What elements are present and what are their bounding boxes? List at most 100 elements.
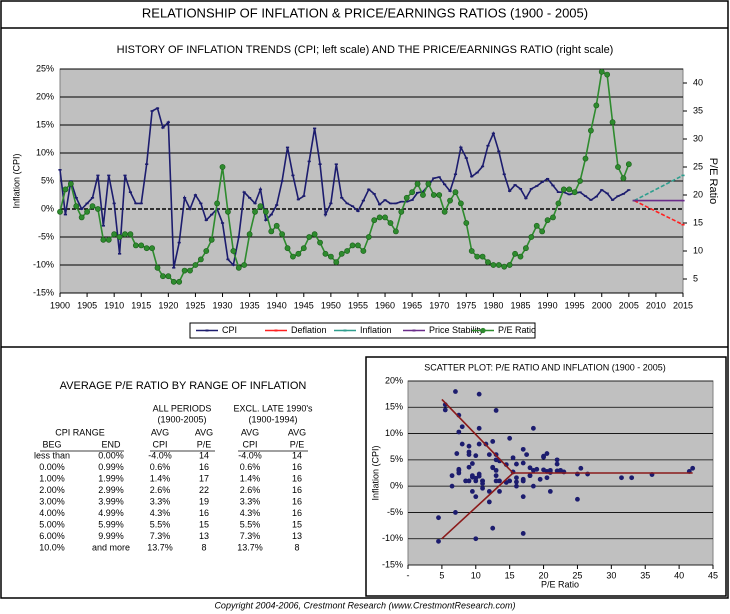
point	[105, 236, 112, 243]
point	[318, 163, 322, 165]
scatter-point	[490, 464, 496, 470]
point	[403, 194, 410, 201]
point	[210, 213, 214, 216]
scatter-point	[466, 449, 472, 455]
point	[253, 202, 257, 205]
point	[323, 213, 328, 216]
point	[139, 202, 143, 205]
point	[457, 200, 464, 207]
x-tick-label: 1900	[50, 300, 70, 310]
point	[594, 195, 598, 198]
y-tick-label: -5%	[387, 507, 403, 517]
scatter-point	[541, 453, 546, 459]
x-tick-label: 30	[606, 570, 616, 580]
point	[681, 174, 685, 177]
point	[474, 253, 481, 260]
point	[556, 191, 560, 193]
y-tick-label: -15%	[382, 559, 403, 569]
table-cell: 16	[199, 508, 209, 518]
column-header: CPI	[152, 439, 167, 449]
table-cell: 5.99%	[98, 519, 124, 529]
point	[382, 214, 388, 221]
point	[349, 242, 356, 249]
point	[242, 191, 246, 193]
point	[447, 197, 453, 204]
point	[409, 189, 416, 196]
point	[360, 248, 367, 254]
point	[539, 228, 546, 235]
point	[127, 231, 134, 238]
point	[220, 222, 225, 224]
scatter-point	[493, 467, 499, 473]
point	[490, 262, 497, 268]
point	[187, 267, 193, 274]
table-cell: 0.00%	[39, 462, 65, 472]
point	[128, 191, 133, 193]
scatter-point	[575, 496, 580, 502]
point	[567, 193, 571, 196]
point	[258, 188, 263, 191]
point	[491, 132, 495, 135]
table-cell: 14	[199, 450, 209, 460]
y2-axis-label: P/E Ratio	[707, 158, 719, 204]
point	[355, 242, 361, 249]
column-header: AVG	[151, 427, 169, 437]
point	[681, 223, 685, 226]
point	[307, 160, 311, 163]
y-tick-label: 15%	[385, 402, 403, 412]
point	[176, 278, 183, 285]
point	[485, 259, 491, 266]
point	[367, 188, 371, 191]
x-tick-label: 1985	[510, 300, 530, 310]
point	[501, 263, 508, 270]
table-cell: 8	[294, 542, 299, 552]
table-cell: 5.5%	[240, 519, 261, 529]
table-cell: 1.00%	[39, 473, 65, 483]
scatter-point	[547, 489, 553, 494]
table-cell: 1.4%	[150, 473, 171, 483]
point	[577, 178, 583, 184]
column-header: AVG	[288, 427, 306, 437]
x-tick-label: 1940	[267, 300, 287, 310]
scatter-point	[510, 455, 516, 461]
x-tick-label: 1970	[429, 300, 449, 310]
y-tick-label: 5%	[390, 454, 403, 464]
point	[262, 208, 269, 215]
column-header: P/E	[290, 439, 305, 449]
point	[116, 234, 123, 240]
scatter-point	[514, 479, 519, 485]
x-tick-label: 45	[708, 570, 718, 580]
scatter-point	[544, 475, 550, 481]
point	[420, 192, 426, 198]
scatter-point	[490, 525, 496, 531]
x-tick-label: 1965	[402, 300, 422, 310]
point	[166, 121, 170, 123]
x-axis-label: P/E Ratio	[541, 579, 579, 589]
x-tick-label: -	[407, 570, 410, 580]
table-cell: 13.7%	[237, 542, 263, 552]
point	[154, 264, 161, 271]
x-tick-label: 1935	[240, 300, 260, 310]
table-cell: 7.3%	[150, 531, 171, 541]
y2-tick-label: 10	[693, 245, 703, 255]
point	[535, 185, 539, 187]
point	[506, 262, 513, 268]
y2-tick-label: 20	[693, 189, 703, 199]
scatter-point	[476, 425, 482, 431]
table-cell: 15	[292, 519, 302, 529]
y-tick-label: 20%	[36, 91, 54, 101]
y-axis-label: Inflation (CPI)	[11, 153, 21, 208]
point	[620, 175, 627, 182]
point	[96, 174, 100, 177]
point	[246, 231, 253, 238]
point	[302, 195, 306, 197]
point	[333, 259, 340, 266]
scatter-point	[480, 481, 485, 486]
scatter-point	[449, 483, 455, 489]
point	[463, 220, 470, 226]
legend-label: Inflation	[360, 325, 392, 335]
point	[475, 171, 479, 174]
point	[344, 248, 351, 254]
point	[172, 267, 176, 269]
point	[268, 228, 275, 235]
